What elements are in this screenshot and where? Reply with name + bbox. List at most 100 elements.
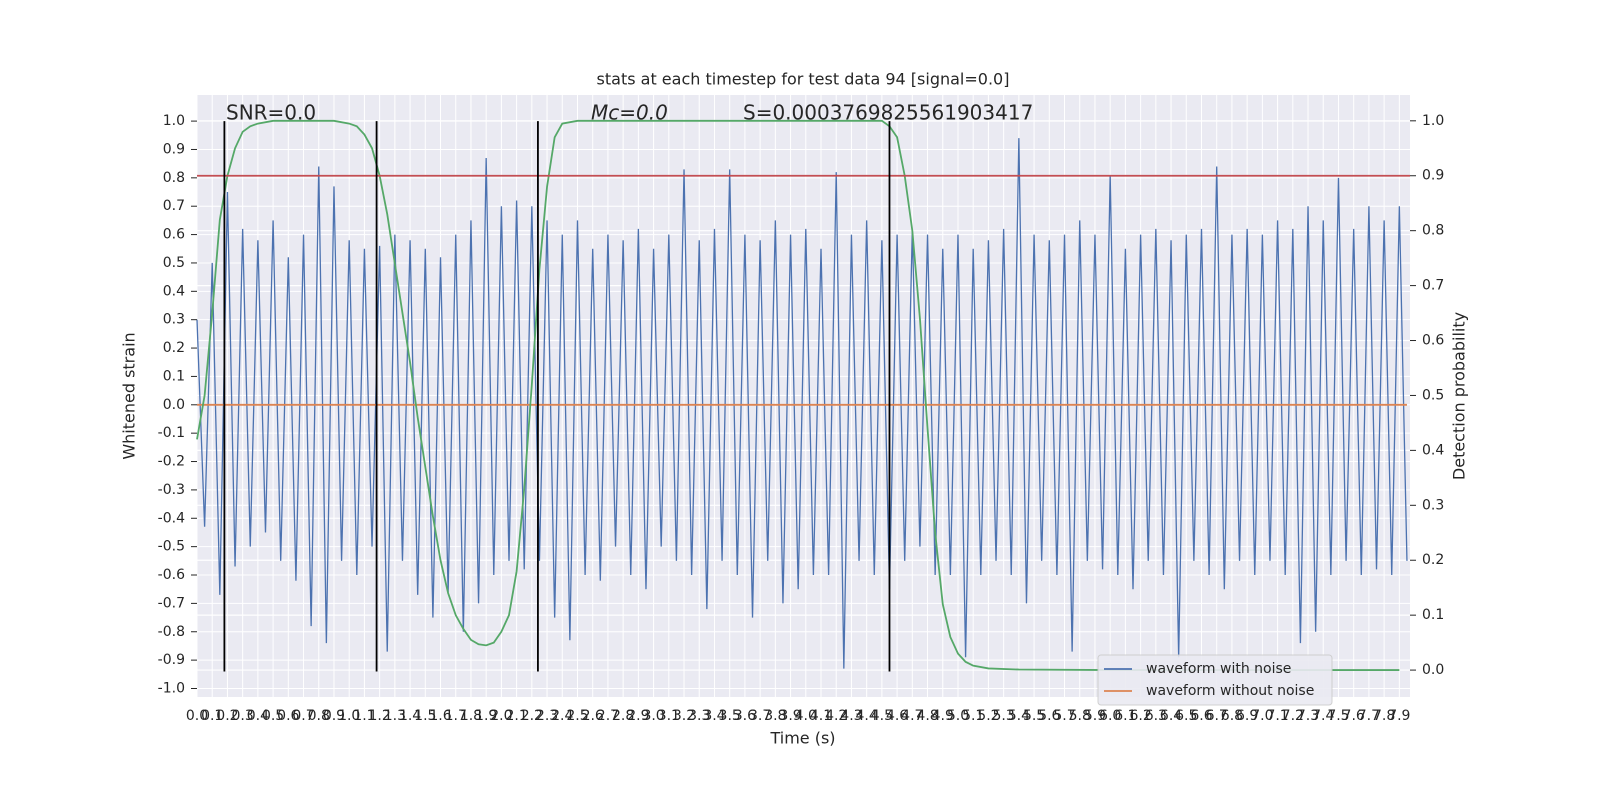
x-tick-label: 1.2 xyxy=(369,708,391,724)
y-tick-label: -0.5 xyxy=(158,539,185,555)
x-tick-label: 6.0 xyxy=(1099,708,1121,724)
y2-tick-label: 0.8 xyxy=(1422,223,1444,239)
y-tick-label: 0.6 xyxy=(163,227,185,243)
y-tick-label: 0.9 xyxy=(163,141,185,157)
series-line xyxy=(196,119,1400,671)
x-tick-label: 1.1 xyxy=(353,708,375,724)
x-tick-label: 3.9 xyxy=(779,708,801,724)
x-tick-label: 2.0 xyxy=(490,708,512,724)
y-tick-label: 0.2 xyxy=(163,340,185,356)
x-tick-label: 3.1 xyxy=(658,708,680,724)
x-tick-label: 4.7 xyxy=(901,708,923,724)
x-tick-label: 7.8 xyxy=(1373,708,1395,724)
annotation: S=0.0003769825561903417 xyxy=(743,101,1033,125)
y-tick-label: -0.9 xyxy=(158,652,185,668)
x-tick-label: 0.3 xyxy=(232,708,254,724)
x-tick-label: 7.6 xyxy=(1343,708,1365,724)
y-tick-label: 0.1 xyxy=(163,368,185,384)
x-axis-label: Time (s) xyxy=(769,729,835,748)
y-tick-label: 0.0 xyxy=(163,397,185,413)
x-tick-label: 3.8 xyxy=(764,708,786,724)
x-tick-label: 0.1 xyxy=(201,708,223,724)
y2-tick-label: 0.4 xyxy=(1422,442,1444,458)
chart-title: stats at each timestep for test data 94 … xyxy=(597,70,1010,89)
x-tick-label: 1.4 xyxy=(399,708,421,724)
x-tick-label: 6.9 xyxy=(1236,708,1258,724)
x-tick-label: 0.0 xyxy=(186,708,208,724)
x-tick-label: 1.6 xyxy=(429,708,451,724)
x-tick-label: 0.2 xyxy=(216,708,238,724)
annotation: SNR=0.0 xyxy=(226,101,316,125)
series-line xyxy=(196,138,1408,669)
x-tick-label: 7.7 xyxy=(1358,708,1380,724)
x-tick-label: 7.9 xyxy=(1388,708,1410,724)
x-tick-label: 0.6 xyxy=(277,708,299,724)
x-tick-label: 1.3 xyxy=(384,708,406,724)
x-tick-label: 7.0 xyxy=(1251,708,1273,724)
y2-axis-label: Detection probability xyxy=(1450,312,1469,480)
x-tick-label: 6.2 xyxy=(1129,708,1151,724)
y-tick-label: 0.8 xyxy=(163,170,185,186)
x-tick-label: 0.7 xyxy=(292,708,314,724)
x-tick-label: 7.3 xyxy=(1297,708,1319,724)
x-tick-label: 3.3 xyxy=(688,708,710,724)
x-tick-label: 4.1 xyxy=(810,708,832,724)
x-tick-label: 4.3 xyxy=(840,708,862,724)
x-tick-label: 5.8 xyxy=(1069,708,1091,724)
x-tick-label: 1.8 xyxy=(460,708,482,724)
annotation: Mc=0.0 xyxy=(591,101,668,125)
x-tick-label: 0.5 xyxy=(262,708,284,724)
y-tick-label: 0.3 xyxy=(163,312,185,328)
x-tick-label: 6.8 xyxy=(1221,708,1243,724)
x-tick-label: 1.9 xyxy=(475,708,497,724)
x-tick-label: 4.0 xyxy=(795,708,817,724)
x-tick-label: 2.3 xyxy=(536,708,558,724)
x-tick-label: 2.2 xyxy=(521,708,543,724)
x-tick-label: 5.0 xyxy=(947,708,969,724)
x-tick-label: 2.6 xyxy=(582,708,604,724)
x-tick-label: 1.7 xyxy=(445,708,467,724)
x-tick-label: 4.2 xyxy=(825,708,847,724)
x-tick-label: 4.6 xyxy=(886,708,908,724)
x-tick-label: 3.0 xyxy=(642,708,664,724)
x-tick-label: 3.7 xyxy=(749,708,771,724)
y2-tick-label: 0.0 xyxy=(1422,662,1444,678)
x-tick-label: 2.7 xyxy=(597,708,619,724)
legend-label: waveform without noise xyxy=(1146,683,1314,699)
x-tick-label: 6.7 xyxy=(1206,708,1228,724)
y-tick-label: 0.7 xyxy=(163,198,185,214)
x-tick-label: 5.2 xyxy=(977,708,999,724)
y2-tick-label: 0.1 xyxy=(1422,607,1444,623)
x-tick-label: 6.1 xyxy=(1114,708,1136,724)
x-tick-label: 3.5 xyxy=(719,708,741,724)
y2-tick-label: 0.7 xyxy=(1422,278,1444,294)
y-tick-label: -0.3 xyxy=(158,482,185,498)
x-tick-label: 0.8 xyxy=(308,708,330,724)
x-tick-label: 2.4 xyxy=(551,708,573,724)
y2-tick-label: 0.2 xyxy=(1422,552,1444,568)
x-tick-label: 2.5 xyxy=(566,708,588,724)
x-tick-label: 6.4 xyxy=(1160,708,1182,724)
x-tick-label: 2.9 xyxy=(627,708,649,724)
y-tick-label: -0.8 xyxy=(158,624,185,640)
x-tick-label: 3.6 xyxy=(734,708,756,724)
x-tick-label: 3.2 xyxy=(673,708,695,724)
x-tick-label: 6.5 xyxy=(1175,708,1197,724)
x-tick-label: 5.1 xyxy=(962,708,984,724)
y-axis-label: Whitened strain xyxy=(120,332,139,459)
y-tick-label: -0.7 xyxy=(158,595,185,611)
x-tick-label: 7.5 xyxy=(1327,708,1349,724)
x-tick-label: 1.0 xyxy=(338,708,360,724)
y2-tick-label: 0.3 xyxy=(1422,497,1444,513)
y-tick-label: -1.0 xyxy=(158,680,185,696)
y-tick-label: 1.0 xyxy=(163,113,185,129)
x-tick-label: 7.2 xyxy=(1282,708,1304,724)
y-tick-label: 0.4 xyxy=(163,283,185,299)
x-tick-label: 0.9 xyxy=(323,708,345,724)
x-tick-label: 4.9 xyxy=(932,708,954,724)
x-tick-label: 5.7 xyxy=(1053,708,1075,724)
x-tick-label: 5.9 xyxy=(1084,708,1106,724)
legend-label: waveform with noise xyxy=(1146,661,1291,677)
y2-tick-label: 1.0 xyxy=(1422,113,1444,129)
